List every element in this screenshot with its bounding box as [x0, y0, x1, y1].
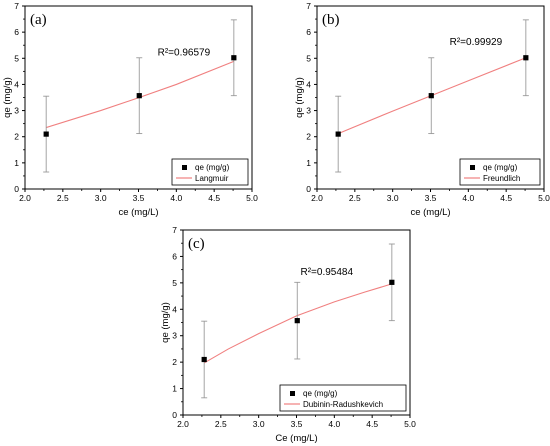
- x-tick-label: 2.0: [19, 193, 31, 203]
- x-tick-label: 4.5: [366, 419, 378, 429]
- data-point: [136, 93, 142, 99]
- x-axis-title: ce (mg/L): [410, 207, 450, 218]
- x-tick-label: 4.0: [170, 193, 182, 203]
- r-squared-annotation: R²=0.99929: [450, 37, 503, 48]
- fit-line: [203, 283, 392, 364]
- data-point: [335, 131, 341, 137]
- y-tick-label: 1: [172, 384, 177, 394]
- y-tick-label: 3: [306, 106, 311, 116]
- x-tick-label: 2.5: [349, 193, 361, 203]
- chart-panel: 2.0 2.5 3.0 3.5 4.0 4.5 5.0 0 1 2 3 4 5 6 7 ce (mg/L) qe…: [294, 1, 550, 218]
- x-tick-label: 2.0: [311, 193, 323, 203]
- y-tick-label: 0: [14, 184, 19, 194]
- x-tick-label: 3.5: [425, 193, 437, 203]
- y-tick-label: 1: [306, 158, 311, 168]
- x-tick-label: 4.0: [328, 419, 340, 429]
- y-tick-label: 3: [14, 106, 19, 116]
- panel-label: (c): [188, 236, 205, 252]
- y-tick-label: 6: [306, 27, 311, 37]
- y-tick-label: 7: [306, 1, 311, 11]
- y-tick-label: 6: [14, 27, 19, 37]
- y-tick-label: 7: [14, 1, 19, 11]
- x-tick-label: 4.5: [208, 193, 220, 203]
- legend-label-points: qe (mg/g): [303, 389, 338, 398]
- legend-label-fit: Dubinin-Radushkevich: [303, 400, 383, 409]
- panel-label: (a): [30, 12, 47, 28]
- data-point: [294, 318, 300, 324]
- panel-label: (b): [322, 12, 340, 28]
- legend-box: [279, 384, 407, 412]
- legend-point-marker: [182, 165, 187, 170]
- x-tick-label: 3.0: [253, 419, 265, 429]
- y-axis-title: qe (mg/g): [160, 302, 171, 343]
- x-axis-title: Ce (mg/L): [275, 433, 317, 444]
- x-tick-label: 3.5: [291, 419, 303, 429]
- y-tick-label: 5: [14, 53, 19, 63]
- y-tick-label: 4: [14, 79, 19, 89]
- y-tick-label: 4: [306, 79, 311, 89]
- legend-box: [459, 158, 541, 186]
- y-tick-label: 3: [172, 331, 177, 341]
- data-point: [389, 279, 395, 285]
- x-tick-label: 4.0: [462, 193, 474, 203]
- legend-box: [171, 158, 249, 186]
- y-tick-label: 5: [172, 278, 177, 288]
- y-tick-label: 2: [306, 132, 311, 142]
- legend-point-marker: [470, 165, 475, 170]
- y-tick-label: 1: [14, 158, 19, 168]
- x-tick-label: 3.5: [133, 193, 145, 203]
- y-tick-label: 2: [14, 132, 19, 142]
- data-point: [43, 131, 49, 137]
- x-tick-label: 5.0: [246, 193, 258, 203]
- x-tick-label: 2.5: [57, 193, 69, 203]
- x-tick-label: 5.0: [404, 419, 416, 429]
- data-point: [231, 55, 237, 61]
- legend-label-points: qe (mg/g): [195, 163, 230, 172]
- y-tick-label: 0: [306, 184, 311, 194]
- y-tick-label: 7: [172, 225, 177, 235]
- y-tick-label: 5: [306, 53, 311, 63]
- data-point: [201, 356, 207, 363]
- legend-point-marker: [290, 391, 295, 396]
- y-tick-label: 0: [172, 410, 177, 420]
- x-tick-label: 5.0: [538, 193, 550, 203]
- x-tick-label: 4.5: [500, 193, 512, 203]
- x-tick-label: 2.0: [177, 419, 189, 429]
- x-axis-title: ce (mg/L): [118, 207, 158, 218]
- y-axis-title: qe (mg/g): [294, 77, 305, 118]
- data-point: [428, 93, 434, 99]
- legend-label-fit: Freundlich: [483, 174, 520, 183]
- x-tick-label: 3.0: [95, 193, 107, 203]
- chart-panel: 2.0 2.5 3.0 3.5 4.0 4.5 5.0 0 1 2 3 4 5 6 7 ce (mg/L) qe…: [2, 1, 258, 218]
- r-squared-annotation: R²=0.95484: [300, 267, 353, 278]
- x-tick-label: 3.0: [387, 193, 399, 203]
- y-tick-label: 4: [172, 304, 177, 314]
- x-tick-label: 2.5: [215, 419, 227, 429]
- y-tick-label: 2: [172, 357, 177, 367]
- r-squared-annotation: R²=0.96579: [158, 48, 211, 59]
- data-point: [523, 55, 529, 61]
- y-axis-title: qe (mg/g): [2, 77, 13, 118]
- legend-label-fit: Langmuir: [195, 174, 229, 183]
- legend-label-points: qe (mg/g): [483, 163, 518, 172]
- chart-panel: 2.0 2.5 3.0 3.5 4.0 4.5 5.0 0 1 2 3 4 5 6 7 Ce (mg/L) qe…: [160, 225, 416, 444]
- y-tick-label: 6: [172, 251, 177, 261]
